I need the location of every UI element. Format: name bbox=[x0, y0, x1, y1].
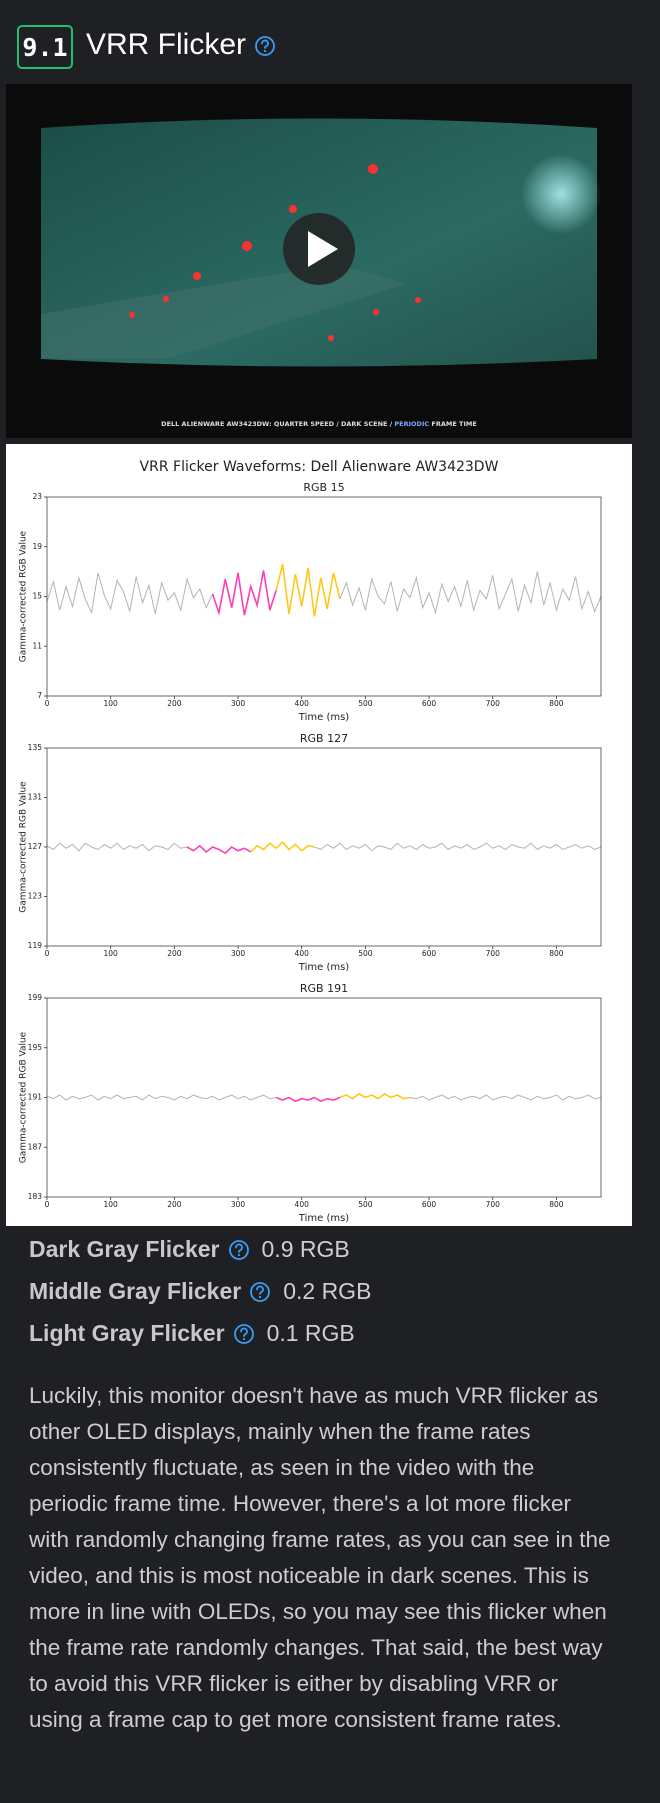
x-tick-label: 600 bbox=[422, 1200, 437, 1209]
subplot-title: RGB 191 bbox=[300, 982, 348, 995]
y-tick-label: 19 bbox=[32, 542, 42, 551]
x-tick-label: 500 bbox=[358, 949, 373, 958]
x-tick-label: 300 bbox=[231, 1200, 246, 1209]
x-tick-label: 500 bbox=[358, 1200, 373, 1209]
x-tick-label: 200 bbox=[167, 699, 182, 708]
waveform-line bbox=[186, 844, 252, 855]
metric-value: 0.9 RGB bbox=[261, 1236, 350, 1262]
y-tick-label: 183 bbox=[28, 1192, 43, 1201]
waveform-line bbox=[46, 572, 214, 615]
y-tick-label: 11 bbox=[32, 641, 42, 650]
x-tick-label: 500 bbox=[358, 699, 373, 708]
x-tick-label: 600 bbox=[422, 699, 437, 708]
video-player[interactable]: DELL ALIENWARE AW3423DW: QUARTER SPEED /… bbox=[6, 84, 632, 438]
body-paragraph: Luckily, this monitor doesn't have as mu… bbox=[29, 1383, 611, 1732]
figure-title: VRR Flicker Waveforms: Dell Alienware AW… bbox=[140, 459, 499, 475]
caption-text: DELL ALIENWARE AW3423DW: QUARTER SPEED /… bbox=[161, 420, 394, 428]
y-tick-label: 135 bbox=[28, 743, 43, 752]
x-tick-label: 800 bbox=[549, 1200, 564, 1209]
y-tick-label: 199 bbox=[28, 993, 43, 1002]
x-tick-label: 0 bbox=[45, 949, 50, 958]
caption-text: FRAME TIME bbox=[429, 420, 477, 428]
plot-frame bbox=[46, 496, 602, 697]
title-text: VRR Flicker bbox=[86, 28, 247, 61]
x-tick-label: 200 bbox=[167, 949, 182, 958]
y-tick-label: 119 bbox=[28, 941, 43, 950]
x-axis-label: Time (ms) bbox=[298, 1213, 350, 1224]
metric-value: 0.1 RGB bbox=[266, 1320, 355, 1346]
help-icon[interactable] bbox=[254, 35, 276, 57]
x-tick-label: 600 bbox=[422, 949, 437, 958]
section-title: VRR Flicker bbox=[86, 28, 276, 62]
waveform-line bbox=[339, 571, 602, 615]
x-tick-label: 800 bbox=[549, 949, 564, 958]
y-tick-label: 187 bbox=[28, 1142, 43, 1151]
waveform-line bbox=[46, 1094, 277, 1101]
y-axis-label: Gamma-corrected RGB Value bbox=[19, 530, 29, 662]
y-tick-label: 123 bbox=[28, 892, 43, 901]
x-tick-label: 0 bbox=[45, 1200, 50, 1209]
x-tick-label: 300 bbox=[231, 949, 246, 958]
metric-row: Dark Gray Flicker 0.9 RGB bbox=[29, 1236, 350, 1263]
metric-label: Light Gray Flicker bbox=[29, 1320, 225, 1346]
waveform-line bbox=[211, 570, 278, 616]
caption-highlight: PERIODIC bbox=[394, 420, 429, 428]
help-icon[interactable] bbox=[233, 1323, 255, 1345]
x-tick-label: 400 bbox=[295, 699, 310, 708]
subplot-title: RGB 15 bbox=[303, 481, 344, 494]
waveform-line bbox=[409, 1094, 602, 1101]
metric-label: Dark Gray Flicker bbox=[29, 1236, 220, 1262]
plot-frame bbox=[46, 747, 602, 947]
plot-frame bbox=[46, 997, 602, 1198]
y-axis-label: Gamma-corrected RGB Value bbox=[19, 781, 29, 913]
x-tick-label: 100 bbox=[104, 949, 119, 958]
x-axis-label: Time (ms) bbox=[298, 712, 350, 723]
y-tick-label: 7 bbox=[37, 691, 42, 700]
x-tick-label: 700 bbox=[486, 1200, 501, 1209]
score-badge: 9.1 bbox=[17, 25, 73, 69]
waveform-figure: VRR Flicker Waveforms: Dell Alienware AW… bbox=[6, 444, 632, 1226]
y-axis-label: Gamma-corrected RGB Value bbox=[19, 1031, 29, 1163]
y-tick-label: 195 bbox=[28, 1043, 43, 1052]
metric-value: 0.2 RGB bbox=[283, 1278, 372, 1304]
y-tick-label: 23 bbox=[32, 492, 42, 501]
x-tick-label: 100 bbox=[104, 699, 119, 708]
y-tick-label: 127 bbox=[28, 842, 43, 851]
y-tick-label: 191 bbox=[28, 1093, 43, 1102]
metric-label: Middle Gray Flicker bbox=[29, 1278, 242, 1304]
metric-row: Middle Gray Flicker 0.2 RGB bbox=[29, 1278, 371, 1305]
waveform-line bbox=[250, 840, 315, 853]
waveform-line bbox=[275, 1096, 341, 1103]
x-tick-label: 0 bbox=[45, 699, 50, 708]
x-tick-label: 800 bbox=[549, 699, 564, 708]
x-tick-label: 700 bbox=[486, 949, 501, 958]
video-caption: DELL ALIENWARE AW3423DW: QUARTER SPEED /… bbox=[161, 420, 477, 428]
x-axis-label: Time (ms) bbox=[298, 962, 350, 973]
subplot-title: RGB 127 bbox=[300, 732, 348, 745]
help-icon[interactable] bbox=[249, 1281, 271, 1303]
x-tick-label: 200 bbox=[167, 1200, 182, 1209]
y-tick-label: 131 bbox=[28, 793, 43, 802]
waveform-line bbox=[275, 563, 341, 617]
metric-row: Light Gray Flicker 0.1 RGB bbox=[29, 1320, 355, 1347]
x-tick-label: 400 bbox=[295, 1200, 310, 1209]
x-tick-label: 700 bbox=[486, 699, 501, 708]
x-tick-label: 300 bbox=[231, 699, 246, 708]
waveform-line bbox=[46, 842, 188, 852]
y-tick-label: 15 bbox=[32, 592, 42, 601]
x-tick-label: 100 bbox=[104, 1200, 119, 1209]
x-tick-label: 400 bbox=[295, 949, 310, 958]
waveform-line bbox=[314, 842, 602, 852]
help-icon[interactable] bbox=[228, 1239, 250, 1261]
waveform-line bbox=[339, 1092, 411, 1100]
